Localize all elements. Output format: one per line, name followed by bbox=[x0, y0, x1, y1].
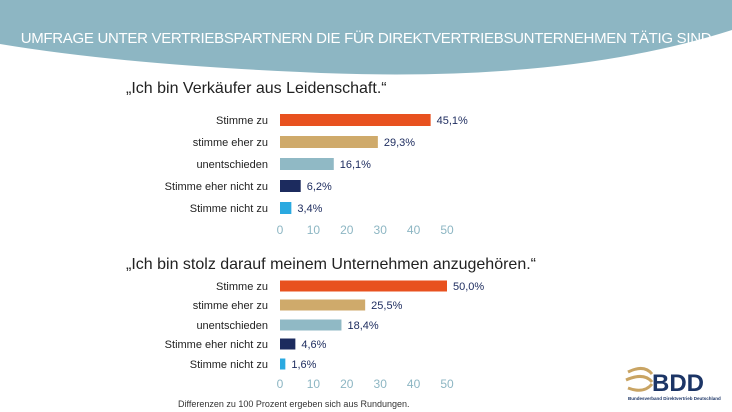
slide-title: UMFRAGE UNTER VERTRIEBSPARTNERN DIE FÜR … bbox=[20, 30, 712, 47]
category-label: Stimme eher nicht zu bbox=[165, 181, 268, 193]
tick-label: 50 bbox=[440, 377, 454, 391]
data-label: 25,5% bbox=[371, 300, 402, 312]
bar bbox=[280, 319, 342, 331]
bar bbox=[280, 136, 378, 148]
chart-2-title: „Ich bin stolz darauf meinem Unternehmen… bbox=[126, 256, 536, 273]
data-label: 18,4% bbox=[347, 320, 378, 332]
category-label: Stimme nicht zu bbox=[190, 359, 268, 371]
bar bbox=[280, 358, 286, 370]
data-label: 6,2% bbox=[307, 181, 332, 193]
bar bbox=[280, 158, 334, 170]
data-label: 4,6% bbox=[301, 339, 326, 351]
data-label: 45,1% bbox=[437, 115, 468, 127]
category-label: Stimme zu bbox=[216, 281, 268, 293]
tick-label: 20 bbox=[340, 223, 354, 237]
chart-1-title: „Ich bin Verkäufer aus Leidenschaft.“ bbox=[126, 80, 387, 97]
data-label: 3,4% bbox=[297, 203, 322, 215]
category-label: Stimme eher nicht zu bbox=[165, 339, 268, 351]
svg-text:BDD: BDD bbox=[652, 370, 704, 397]
data-label: 16,1% bbox=[340, 159, 371, 171]
bar bbox=[280, 202, 292, 214]
tick-label: 40 bbox=[407, 377, 421, 391]
tick-label: 10 bbox=[307, 377, 321, 391]
category-label: Stimme zu bbox=[216, 115, 268, 127]
category-label: Stimme nicht zu bbox=[190, 203, 268, 215]
bar bbox=[280, 180, 301, 192]
tick-label: 0 bbox=[277, 377, 284, 391]
category-label: unentschieden bbox=[196, 320, 268, 332]
tick-label: 30 bbox=[374, 377, 388, 391]
tick-label: 0 bbox=[277, 223, 284, 237]
tick-label: 50 bbox=[440, 223, 454, 237]
tick-label: 20 bbox=[340, 377, 354, 391]
data-label: 1,6% bbox=[291, 359, 316, 371]
svg-text:Bundesverband Direktvertrieb D: Bundesverband Direktvertrieb Deutschland bbox=[628, 396, 721, 401]
category-label: stimme eher zu bbox=[193, 300, 268, 312]
bar bbox=[280, 280, 447, 292]
tick-label: 10 bbox=[307, 223, 321, 237]
data-label: 50,0% bbox=[453, 281, 484, 293]
bar bbox=[280, 338, 296, 350]
data-label: 29,3% bbox=[384, 137, 415, 149]
bdd-logo: BDD Bundesverband Direktvertrieb Deutsch… bbox=[622, 362, 722, 407]
category-label: unentschieden bbox=[196, 159, 268, 171]
bar bbox=[280, 114, 431, 126]
category-label: stimme eher zu bbox=[193, 137, 268, 149]
footnote: Differenzen zu 100 Prozent ergeben sich … bbox=[178, 399, 410, 409]
tick-label: 40 bbox=[407, 223, 421, 237]
bar bbox=[280, 299, 366, 311]
header-banner bbox=[0, 0, 732, 75]
tick-label: 30 bbox=[374, 223, 388, 237]
